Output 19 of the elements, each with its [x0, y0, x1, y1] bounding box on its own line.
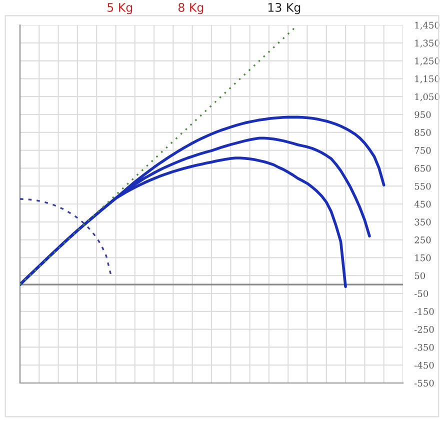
- y-tick-label: -350: [414, 344, 434, 351]
- y-tick-label: 250: [414, 236, 431, 244]
- y-tick-label: -250: [414, 326, 434, 333]
- y-tick-label: 350: [414, 218, 431, 226]
- y-tick-label: -550: [414, 380, 434, 387]
- y-tick-label: 450: [414, 200, 431, 208]
- y-tick-label: -150: [414, 308, 434, 315]
- y-tick-label: -50: [414, 290, 428, 298]
- y-tick-label: 150: [415, 254, 431, 262]
- text: 8 Kg: [178, 2, 204, 14]
- y-tick-label: 50: [414, 272, 425, 280]
- y-tick-label: 550: [414, 182, 431, 190]
- y-tick-label: 650: [414, 164, 431, 172]
- text: 13 Kg: [268, 2, 300, 14]
- text: 5 Kg: [108, 3, 132, 14]
- y-tick-label: 850: [414, 129, 431, 136]
- y-tick-label: 950: [414, 111, 431, 118]
- y-tick-label: -450: [414, 362, 434, 369]
- y-tick-label: 750: [414, 147, 431, 154]
